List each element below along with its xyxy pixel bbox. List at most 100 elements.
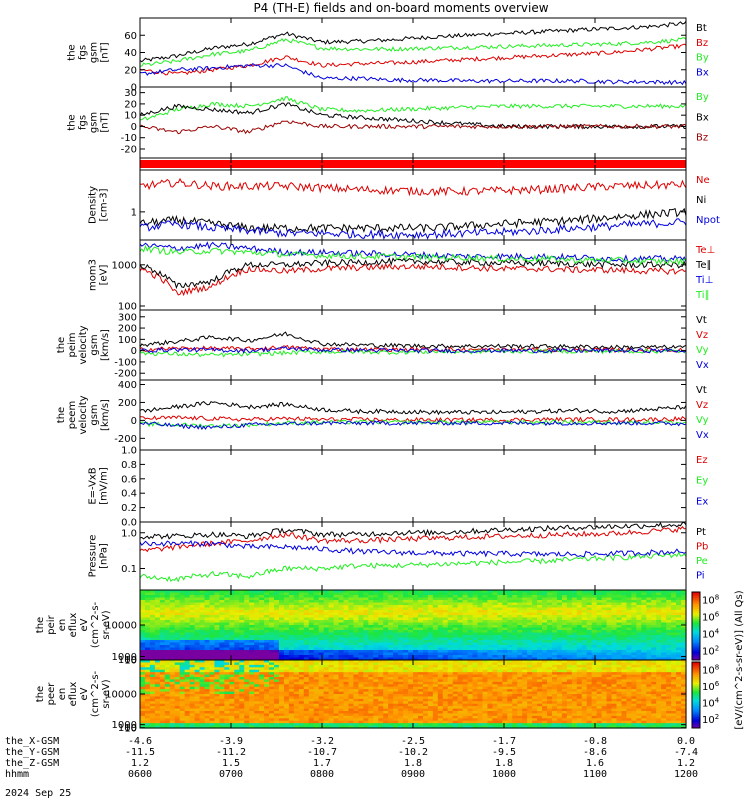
heatmap-cell [566,642,573,646]
heatmap-cell [358,677,364,681]
heatmap-cell [164,703,171,707]
heatmap-cell [566,592,573,596]
heatmap-cell [159,694,166,698]
heatmap-cell [681,657,687,661]
heatmap-cell [631,622,637,626]
heatmap-cell [303,630,310,634]
heatmap-cell [323,635,330,639]
heatmap-cell [408,679,414,683]
heatmap-cell [591,597,598,601]
heatmap-cell [244,696,250,700]
heatmap-cell [318,669,325,673]
heatmap-cell [641,627,647,631]
heatmap-cell [333,590,340,594]
heatmap-cell [328,640,335,644]
heatmap-cell [358,696,364,700]
heatmap-cell [348,662,355,666]
heatmap-cell [303,696,310,700]
heatmap-cell [507,627,513,631]
heatmap-cell [408,592,414,596]
heatmap-cell [293,642,300,646]
heatmap-cell [636,630,642,634]
heatmap-cell [229,720,235,724]
heatmap-cell [209,725,216,729]
heatmap-cell [681,625,687,629]
heatmap-cell [532,627,538,631]
heatmap-cell [388,615,394,619]
heatmap-cell [333,655,340,659]
heatmap-cell [388,698,394,702]
heatmap-cell [234,679,240,683]
heatmap-cell [254,698,260,702]
heatmap-cell [348,696,355,700]
heatmap-cell [214,713,221,717]
heatmap-cell [149,625,156,629]
heatmap-cell [169,615,176,619]
heatmap-cell [447,637,454,641]
y-axis-label-line: the [35,617,46,633]
y-tick-label: -200 [114,369,137,380]
heatmap-cell [388,672,394,676]
heatmap-cell [596,630,603,634]
heatmap-cell [288,715,295,719]
heatmap-cell [467,617,474,621]
heatmap-cell [358,605,364,609]
heatmap-cell [234,617,240,621]
heatmap-cell [184,595,191,599]
heatmap-cell [641,650,647,654]
heatmap-cell [298,622,305,626]
heatmap-cell [308,600,315,604]
heatmap-cell [189,600,196,604]
heatmap-cell [149,652,156,656]
heatmap-cell [234,672,240,676]
heatmap-cell [348,718,355,722]
heatmap-cell [656,657,662,661]
heatmap-cell [254,625,260,629]
heatmap-cell [497,627,503,631]
heatmap-cell [566,645,573,649]
heatmap-cell [636,640,642,644]
heatmap-cell [591,590,598,594]
heatmap-cell [184,691,191,695]
legend-Vt: Vt [696,385,707,396]
heatmap-cell [532,652,538,656]
heatmap-cell [313,686,320,690]
heatmap-cell [527,592,533,596]
heatmap-cell [140,617,146,621]
legend-Pi: Pi [696,571,705,582]
heatmap-cell [422,657,429,661]
heatmap-cell [363,698,369,702]
heatmap-cell [318,627,325,631]
heatmap-cell [338,652,345,656]
heatmap-cell [278,720,285,724]
heatmap-cell [427,645,434,649]
heatmap-cell [626,590,632,594]
heatmap-cell [631,595,637,599]
heatmap-cell [140,615,146,619]
heatmap-cell [437,642,444,646]
heatmap-cell [527,602,533,606]
heatmap-cell [586,625,593,629]
heatmap-cell [398,645,404,649]
heatmap-cell [159,627,166,631]
heatmap-cell [278,701,285,705]
heatmap-cell [283,590,290,594]
heatmap-cell [189,669,196,673]
heatmap-cell [353,617,359,621]
heatmap-cell [239,725,245,729]
heatmap-cell [561,635,568,639]
heatmap-cell [358,627,364,631]
heatmap-cell [249,691,255,695]
heatmap-cell [626,657,632,661]
heatmap-cell [140,677,146,681]
heatmap-cell [199,607,206,611]
heatmap-cell [646,647,652,651]
heatmap-cell [631,630,637,634]
heatmap-cell [214,701,221,705]
heatmap-cell [194,681,201,685]
heatmap-cell [199,725,206,729]
heatmap-cell [368,647,374,651]
heatmap-cell [363,686,369,690]
y-axis-label-line: [nT] [100,112,111,132]
heatmap-cell [149,630,156,634]
